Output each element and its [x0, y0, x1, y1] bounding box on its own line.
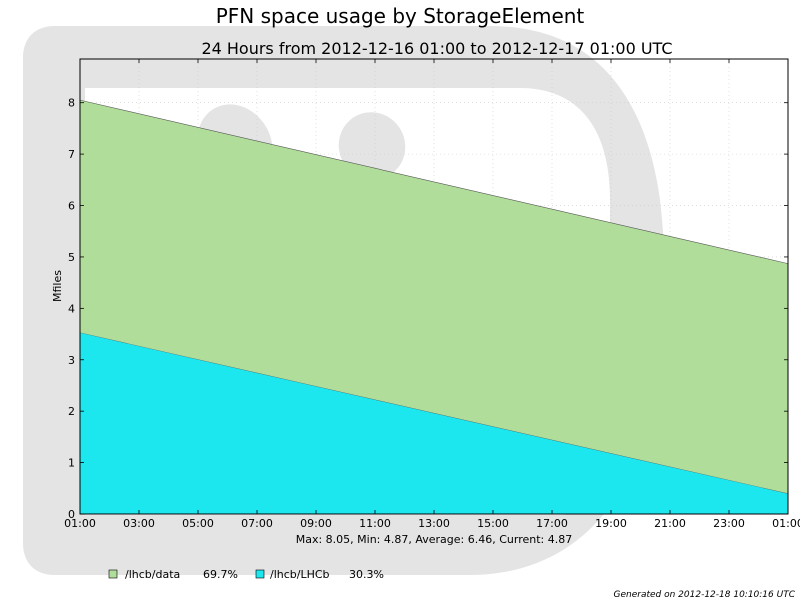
- y-tick-label: 8: [68, 97, 75, 110]
- legend-percent-data: 69.7%: [203, 568, 238, 581]
- y-axis-label: Mfiles: [51, 270, 64, 302]
- x-tick-label: 05:00: [182, 517, 214, 530]
- chart-title: PFN space usage by StorageElement: [216, 4, 585, 28]
- y-tick-label: 0: [68, 508, 75, 521]
- legend-swatch-data: [108, 569, 118, 579]
- legend: /lhcb/data 69.7% /lhcb/LHCb 30.3%: [108, 568, 384, 581]
- y-tick-label: 2: [68, 405, 75, 418]
- area-lhcb-lhcb: [80, 332, 788, 514]
- y-tick-label: 4: [68, 302, 75, 315]
- area-lhcb-data: [80, 100, 788, 494]
- y-tick-label: 6: [68, 200, 75, 213]
- x-tick-label: 23:00: [713, 517, 745, 530]
- stats-line: Max: 8.05, Min: 4.87, Average: 6.46, Cur…: [296, 533, 573, 546]
- x-tick-label: 19:00: [595, 517, 627, 530]
- chart-subtitle: 24 Hours from 2012-12-16 01:00 to 2012-1…: [201, 39, 672, 58]
- x-tick-label: 03:00: [123, 517, 155, 530]
- x-axis: 01:00 03:00 05:00 07:00 09:00 11:00 13:00 15:00…: [64, 59, 800, 530]
- x-tick-label: 13:00: [418, 517, 450, 530]
- y-tick-label: 3: [68, 354, 75, 367]
- area-edge-lhcb-data: [79, 99, 789, 264]
- generated-timestamp: Generated on 2012-12-18 10:10:16 UTC: [614, 590, 796, 600]
- y-tick-label: 7: [68, 148, 75, 161]
- y-tick-label: 5: [68, 251, 75, 264]
- y-tick-label: 1: [68, 457, 75, 470]
- plot-areas: [79, 99, 789, 514]
- legend-item-data: /lhcb/data 69.7%: [108, 568, 238, 581]
- y-axis: 0 1 2 3 4 5 6 7 8: [68, 97, 788, 521]
- x-tick-label: 21:00: [654, 517, 686, 530]
- x-tick-label: 17:00: [536, 517, 568, 530]
- x-tick-label: 11:00: [359, 517, 391, 530]
- legend-label-lhcb: /lhcb/LHCb: [270, 568, 330, 581]
- x-tick-label: 07:00: [241, 517, 273, 530]
- x-tick-label: 15:00: [477, 517, 509, 530]
- legend-percent-lhcb: 30.3%: [349, 568, 384, 581]
- legend-label-data: /lhcb/data: [125, 568, 180, 581]
- legend-swatch-lhcb: [255, 569, 265, 579]
- legend-item-lhcb: /lhcb/LHCb 30.3%: [255, 568, 384, 581]
- x-tick-label: 09:00: [300, 517, 332, 530]
- x-tick-label: 01:00: [772, 517, 800, 530]
- x-tick-label: 01:00: [64, 517, 96, 530]
